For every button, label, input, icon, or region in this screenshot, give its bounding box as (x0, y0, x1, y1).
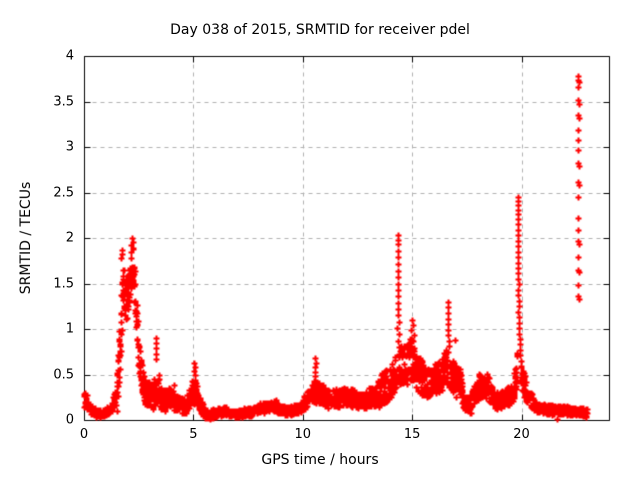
y-axis-label: SRMTID / TECUs (18, 181, 34, 295)
x-axis-label: GPS time / hours (261, 452, 379, 468)
chart-title: Day 038 of 2015, SRMTID for receiver pde… (170, 22, 470, 38)
